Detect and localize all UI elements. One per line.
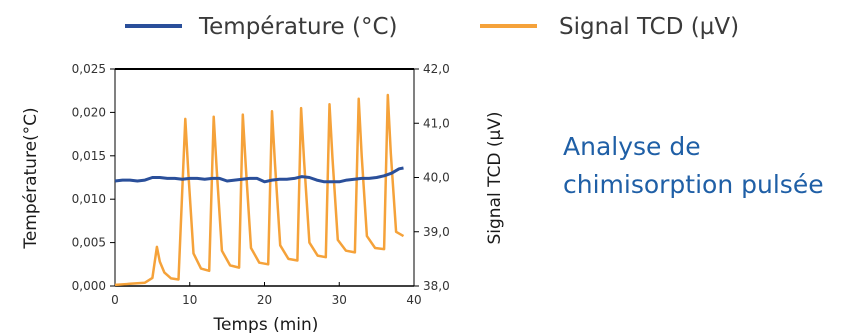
- caption-line-2: chimisorption pulsée: [563, 170, 824, 199]
- x-axis-title: Temps (min): [213, 315, 319, 333]
- x-tick-label: 10: [182, 293, 197, 307]
- y-right-tick-label: 39,0: [423, 225, 450, 239]
- caption-line-1: Analyse de: [563, 132, 701, 161]
- y-right-tick-label: 40,0: [423, 171, 450, 185]
- x-tick-label: 0: [111, 293, 119, 307]
- y-left-tick-label: 0,005: [72, 236, 106, 250]
- legend-label-temperature: Température (°C): [198, 14, 398, 40]
- chart-caption: Analyse de chimisorption pulsée: [563, 128, 824, 204]
- series-line-tcd: [114, 93, 405, 287]
- y-left-tick-label: 0,015: [72, 149, 106, 163]
- y-left-tick-label: 0,010: [72, 192, 106, 206]
- x-tick-label: 30: [332, 293, 347, 307]
- y-left-tick-label: 0,025: [72, 62, 106, 76]
- y-right-tick-label: 38,0: [423, 279, 450, 293]
- series-line-temperature: [114, 166, 404, 184]
- legend: Température (°C) Signal TCD (µV): [125, 14, 739, 40]
- axis-ticks: 0 10 20 30 40 0,000 0,005 0,010 0,015 0,020 0,025 3…: [72, 62, 450, 307]
- y-left-tick-label: 0,000: [72, 279, 106, 293]
- y-right-tick-label: 42,0: [423, 62, 450, 76]
- y-right-tick-label: 41,0: [423, 116, 450, 130]
- data-series: [114, 93, 405, 287]
- x-tick-label: 20: [257, 293, 272, 307]
- y-left-tick-label: 0,020: [72, 105, 106, 119]
- y-axis-left-title: Température(°C): [21, 107, 41, 249]
- y-axis-right-title: Signal TCD (µV): [485, 111, 505, 244]
- legend-label-tcd: Signal TCD (µV): [559, 14, 739, 40]
- x-tick-label: 40: [406, 293, 421, 307]
